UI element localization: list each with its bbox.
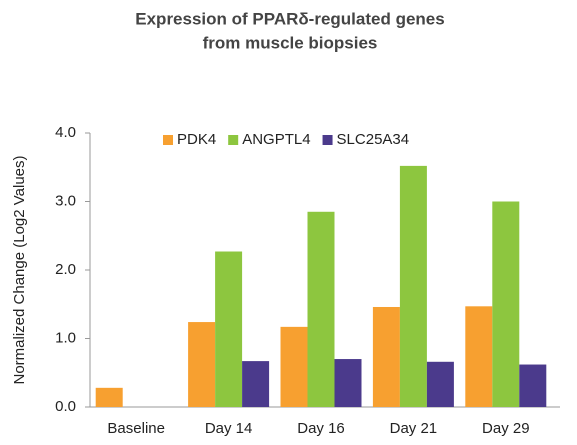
bar	[307, 211, 335, 407]
legend-swatch	[163, 135, 173, 145]
legend-label: PDK4	[177, 131, 216, 148]
x-tick-label: Day 16	[297, 420, 345, 437]
bar	[280, 326, 308, 407]
x-tick-label: Day 14	[205, 420, 253, 437]
bar	[242, 361, 270, 407]
legend-label: SLC25A34	[337, 131, 410, 148]
bar	[334, 359, 362, 407]
x-tick-label: Day 29	[482, 420, 530, 437]
y-axis-label: Normalized Change (Log2 Values)	[11, 155, 28, 384]
bar	[426, 361, 454, 407]
bar	[519, 364, 547, 407]
y-tick-label: 0.0	[55, 398, 76, 415]
y-tick-label: 2.0	[55, 261, 76, 278]
legend-label: ANGPTL4	[242, 131, 310, 148]
bar	[95, 387, 123, 407]
bar	[399, 165, 427, 407]
bar	[492, 201, 520, 407]
bar	[465, 306, 493, 407]
x-tick-label: Baseline	[107, 420, 165, 437]
legend-swatch	[322, 135, 333, 145]
bar	[188, 322, 216, 407]
bar	[215, 251, 243, 407]
x-tick-label: Day 21	[390, 420, 438, 437]
legend-swatch	[228, 135, 239, 145]
y-tick-label: 1.0	[55, 329, 76, 346]
chart-title: Expression of PPARδ-regulated genes	[135, 9, 444, 28]
chart-title: from muscle biopsies	[203, 33, 378, 52]
y-tick-label: 3.0	[55, 192, 76, 209]
y-tick-label: 4.0	[55, 124, 76, 141]
bar	[372, 306, 400, 407]
